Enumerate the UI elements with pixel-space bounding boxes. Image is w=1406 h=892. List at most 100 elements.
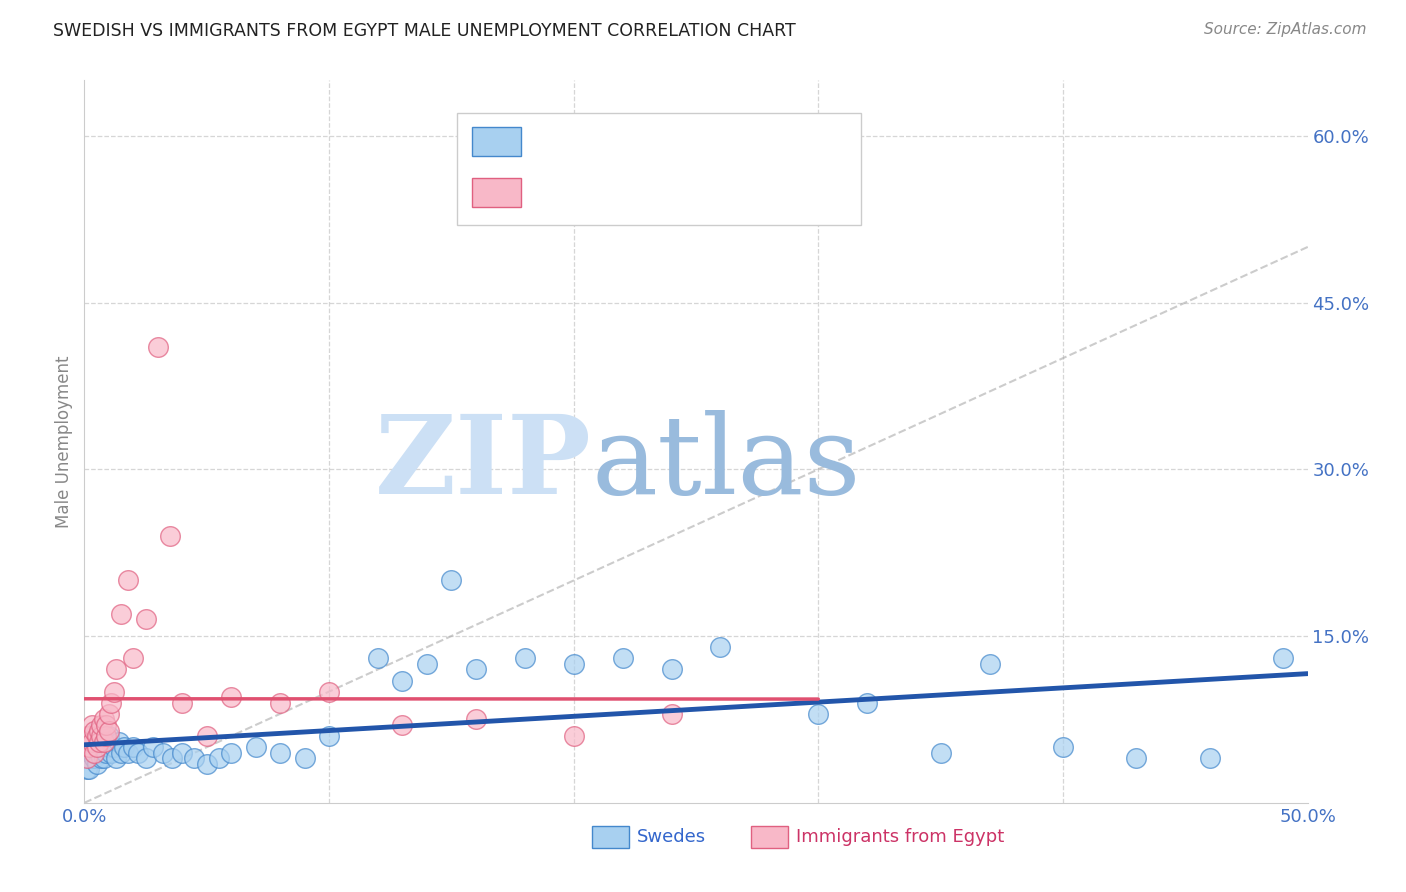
Point <box>83 729 105 743</box>
Point <box>80 734 103 748</box>
Point <box>661 706 683 721</box>
Point <box>105 751 128 765</box>
Text: atlas: atlas <box>592 409 862 516</box>
Point <box>1052 740 1074 755</box>
Point <box>269 696 291 710</box>
Point <box>77 729 100 743</box>
Point <box>416 657 439 671</box>
Point <box>97 740 120 755</box>
Point <box>245 740 267 755</box>
Point <box>80 746 103 760</box>
Point <box>135 751 157 765</box>
Point <box>97 729 120 743</box>
Point <box>77 740 100 755</box>
Point <box>464 662 486 676</box>
Text: ZIP: ZIP <box>375 409 592 516</box>
Text: Immigrants from Egypt: Immigrants from Egypt <box>796 828 1004 846</box>
Point <box>219 690 242 705</box>
Bar <box>472 178 522 207</box>
Text: R = 0.776   N = 38: R = 0.776 N = 38 <box>531 182 716 201</box>
Point <box>83 751 105 765</box>
Point <box>146 340 169 354</box>
Point <box>122 740 145 755</box>
Point <box>612 651 634 665</box>
Bar <box>592 826 628 847</box>
Y-axis label: Male Unemployment: Male Unemployment <box>55 355 73 528</box>
Point <box>440 574 463 588</box>
Point <box>269 746 291 760</box>
Point <box>122 651 145 665</box>
Bar <box>751 826 787 847</box>
Point <box>80 734 103 748</box>
Point <box>96 746 118 760</box>
Bar <box>472 128 522 156</box>
Point <box>391 673 413 688</box>
Point <box>172 696 194 710</box>
Point <box>76 763 98 777</box>
Point <box>110 607 132 621</box>
Point <box>86 740 108 755</box>
Point <box>80 718 103 732</box>
Point <box>807 706 830 721</box>
Point <box>979 657 1001 671</box>
Point <box>100 746 122 760</box>
Point <box>318 684 340 698</box>
Point <box>661 662 683 676</box>
Point <box>152 746 174 760</box>
Point <box>172 746 194 760</box>
Point <box>856 696 879 710</box>
Point <box>318 729 340 743</box>
Point <box>159 529 181 543</box>
Point <box>90 751 112 765</box>
Point <box>195 756 218 771</box>
Point <box>93 713 115 727</box>
Point <box>96 718 118 732</box>
Point <box>391 718 413 732</box>
Point <box>86 740 108 755</box>
Point <box>100 696 122 710</box>
Point <box>127 746 149 760</box>
Point <box>83 746 105 760</box>
Point <box>97 723 120 738</box>
Point <box>76 729 98 743</box>
Point <box>86 729 108 743</box>
Point <box>87 746 110 760</box>
Point <box>87 723 110 738</box>
Point <box>103 740 125 755</box>
Point <box>1125 751 1147 765</box>
Point <box>96 734 118 748</box>
Point <box>96 729 118 743</box>
Point <box>77 763 100 777</box>
Point <box>93 751 115 765</box>
Point <box>97 706 120 721</box>
Point <box>87 734 110 748</box>
Point <box>367 651 389 665</box>
Point <box>195 729 218 743</box>
Text: Source: ZipAtlas.com: Source: ZipAtlas.com <box>1204 22 1367 37</box>
Point <box>105 662 128 676</box>
Point <box>93 734 115 748</box>
Point <box>135 612 157 626</box>
Text: SWEDISH VS IMMIGRANTS FROM EGYPT MALE UNEMPLOYMENT CORRELATION CHART: SWEDISH VS IMMIGRANTS FROM EGYPT MALE UN… <box>53 22 796 40</box>
Point <box>117 746 139 760</box>
Point <box>513 651 536 665</box>
Point <box>76 751 98 765</box>
Point <box>87 734 110 748</box>
Point <box>90 718 112 732</box>
Point <box>562 657 585 671</box>
Point <box>219 746 242 760</box>
Point <box>77 751 100 765</box>
Point <box>929 746 952 760</box>
Point <box>1272 651 1295 665</box>
Point <box>77 729 100 743</box>
Point <box>117 574 139 588</box>
Point <box>110 746 132 760</box>
Point <box>103 684 125 698</box>
Point <box>464 713 486 727</box>
Point <box>86 756 108 771</box>
Point <box>76 740 98 755</box>
Text: Swedes: Swedes <box>637 828 706 846</box>
Point <box>112 740 135 755</box>
Point <box>86 723 108 738</box>
Point <box>142 740 165 755</box>
